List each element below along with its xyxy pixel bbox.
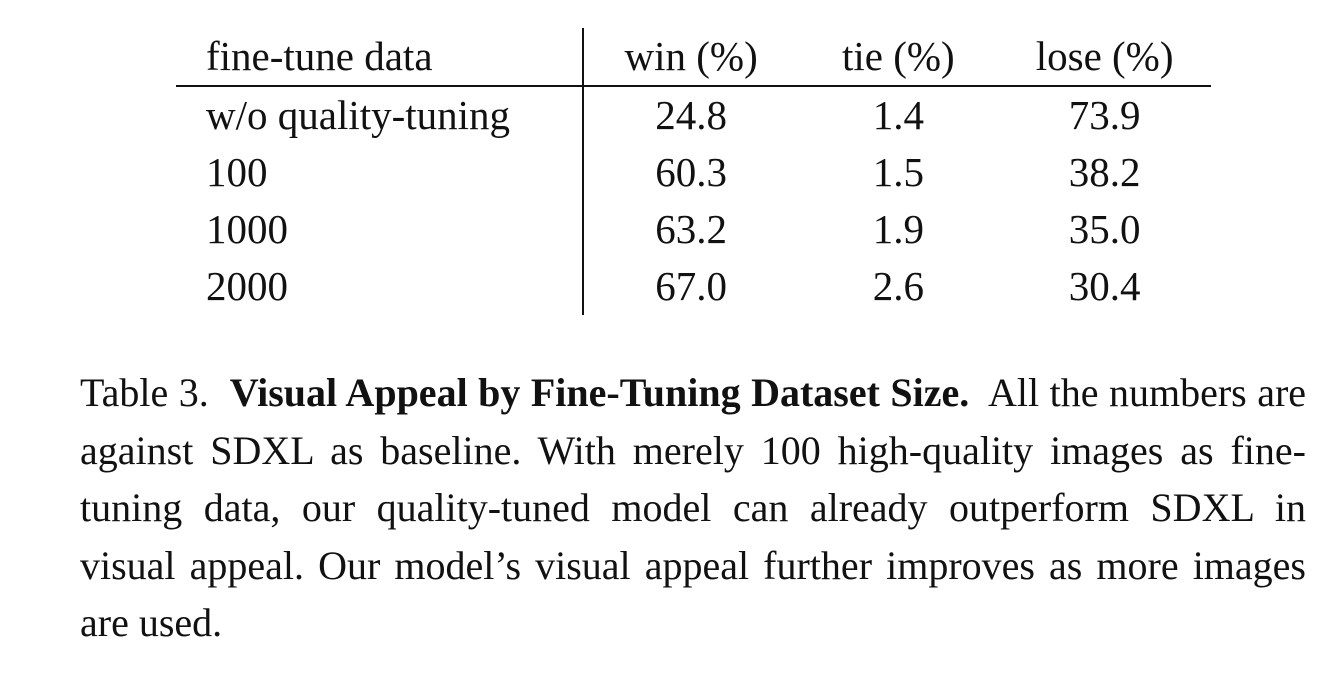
lose-value: 30.4 — [1068, 263, 1141, 309]
lose-value: 38.2 — [1068, 149, 1141, 195]
win-value: 67.0 — [655, 263, 727, 309]
header-tie: tie (%) — [798, 28, 999, 87]
caption-label: Table 3. — [80, 370, 209, 415]
table-caption: Table 3. Visual Appeal by Fine-Tuning Da… — [80, 364, 1306, 652]
table-body: w/o quality-tuning 24.8 1.4 73.9 100 60.… — [176, 86, 1211, 315]
caption-text: All the numbers are against SDXL as base… — [80, 370, 1307, 645]
row-label: w/o quality-tuning — [176, 86, 584, 144]
table-row: 2000 67.0 2.6 30.4 — [176, 258, 1211, 315]
tie-value: 1.5 — [872, 149, 924, 195]
row-label: 1000 — [176, 201, 584, 258]
header-win: win (%) — [582, 28, 799, 87]
tie-value: 2.6 — [872, 263, 924, 309]
lose-value: 35.0 — [1068, 206, 1141, 252]
caption-title: Visual Appeal by Fine-Tuning Dataset Siz… — [229, 370, 970, 415]
table-row: w/o quality-tuning 24.8 1.4 73.9 — [176, 86, 1211, 144]
tie-value: 1.4 — [872, 92, 924, 138]
win-value: 24.8 — [655, 92, 727, 138]
header-fine-tune-data: fine-tune data — [176, 28, 584, 87]
tie-value: 1.9 — [872, 206, 924, 252]
lose-value: 73.9 — [1068, 92, 1141, 138]
header-lose: lose (%) — [998, 28, 1211, 87]
table-row: 1000 63.2 1.9 35.0 — [176, 201, 1211, 258]
win-value: 63.2 — [655, 206, 727, 252]
results-table-container: fine-tune data win (%) tie (%) lose (%) … — [176, 28, 1211, 315]
row-label: 100 — [176, 144, 584, 201]
row-label: 2000 — [176, 258, 584, 315]
table-row: 100 60.3 1.5 38.2 — [176, 144, 1211, 201]
win-value: 60.3 — [655, 149, 727, 195]
results-table: fine-tune data win (%) tie (%) lose (%) … — [176, 28, 1211, 315]
table-header: fine-tune data win (%) tie (%) lose (%) — [176, 28, 1211, 87]
header-row: fine-tune data win (%) tie (%) lose (%) — [176, 28, 1211, 87]
